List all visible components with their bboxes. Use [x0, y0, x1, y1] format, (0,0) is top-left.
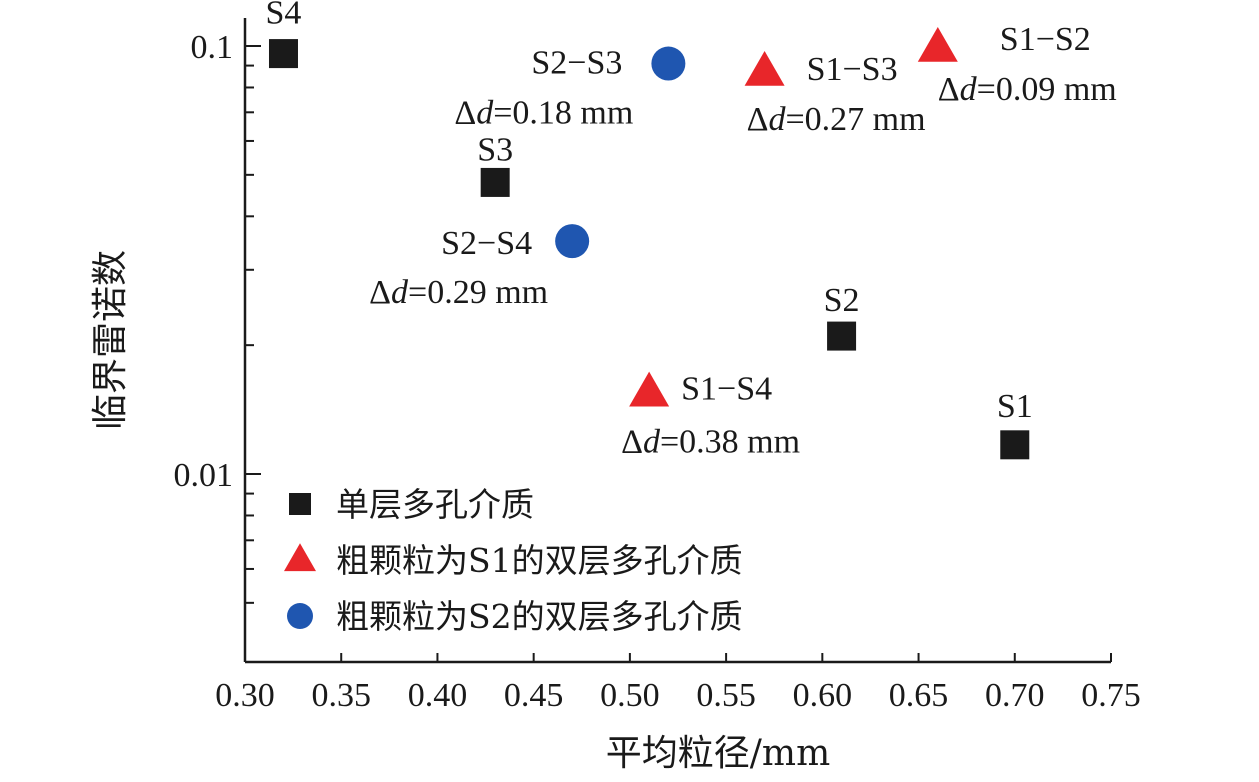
x-tick-label: 0.50	[600, 677, 660, 714]
point-square-3	[1000, 430, 1030, 460]
legend-square-marker	[289, 493, 311, 515]
point-square-2	[827, 321, 857, 351]
point-sublabel: Δd=0.38 mm	[621, 424, 800, 461]
x-tick-label: 0.45	[504, 677, 564, 714]
x-tick-label: 0.70	[985, 677, 1045, 714]
ticks: 0.30 0.35 0.40 0.45 0.50 0.55 0.60 0.65 0.70 0.75…	[174, 29, 1141, 714]
point-circle-0	[651, 46, 686, 81]
y-axis-title: 临界雷诺数	[90, 250, 131, 430]
point-labels: S4 S3 S2 S1 S1−S2 Δd=0.09 mm S1−S3 Δd=0.27 mm S1…	[266, 0, 1117, 461]
legend-triangle-marker	[284, 543, 316, 572]
point-triangle-2	[629, 371, 670, 407]
legend-label: 单层多孔介质	[336, 485, 534, 524]
point-circle-1	[555, 224, 590, 259]
point-label: S2−S4	[441, 225, 532, 262]
x-axis-title: 平均粒径/mm	[606, 733, 830, 774]
point-sublabel: Δd=0.09 mm	[938, 71, 1117, 108]
x-tick-label: 0.40	[408, 677, 468, 714]
point-label: S1−S2	[1000, 21, 1091, 58]
point-triangle-0	[917, 26, 958, 62]
point-sublabel: Δd=0.29 mm	[369, 274, 548, 311]
x-tick-label: 0.35	[311, 677, 371, 714]
data-points	[268, 26, 1030, 460]
x-tick-label: 0.55	[696, 677, 756, 714]
legend-circle-marker	[287, 603, 313, 629]
point-square-0	[268, 39, 298, 69]
point-label: S2−S3	[531, 45, 622, 82]
point-triangle-1	[744, 51, 785, 86]
point-sublabel: Δd=0.18 mm	[454, 95, 633, 132]
axes	[243, 18, 1111, 664]
point-label: S1	[997, 388, 1033, 425]
point-sublabel: Δd=0.27 mm	[747, 101, 926, 138]
point-label: S1−S3	[807, 51, 898, 88]
point-label: S1−S4	[681, 371, 772, 408]
x-tick-label: 0.75	[1081, 677, 1141, 714]
x-tick-label: 0.30	[215, 677, 275, 714]
x-tick-label: 0.65	[889, 677, 949, 714]
point-label: S3	[477, 131, 513, 168]
point-square-1	[480, 167, 510, 197]
x-tick-label: 0.60	[793, 677, 853, 714]
legend-label: 粗颗粒为S2的双层多孔介质	[336, 597, 743, 636]
y-tick-label: 0.1	[191, 29, 234, 66]
y-tick-label: 0.01	[174, 457, 234, 494]
point-label: S4	[266, 0, 302, 32]
legend-label: 粗颗粒为S1的双层多孔介质	[336, 541, 743, 580]
point-label: S2	[824, 282, 860, 319]
